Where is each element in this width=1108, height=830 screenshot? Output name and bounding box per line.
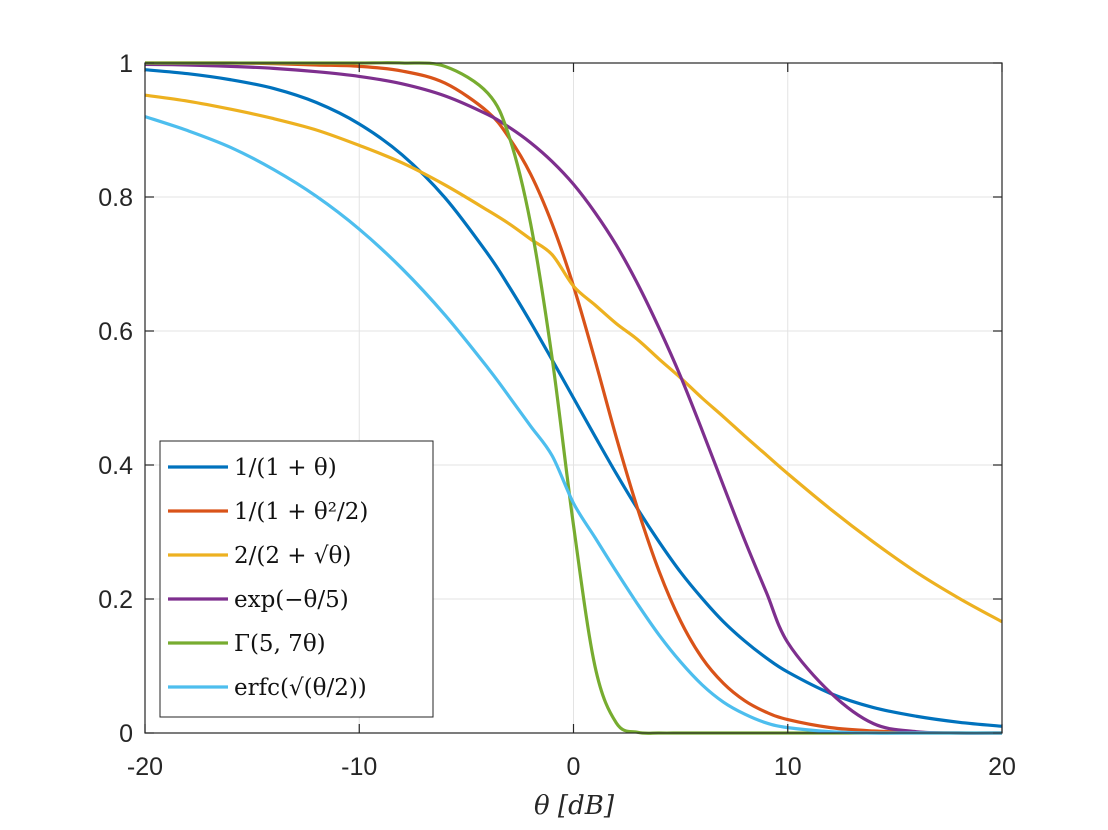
x-axis-title: θ [dB] (534, 791, 615, 821)
series-line-3[interactable] (144, 93, 1003, 624)
axis-ticks: -20 -10 0 10 20 0 0.2 0.4 0.6 0.8 1 (98, 50, 1016, 781)
x-tick-label: 20 (988, 753, 1016, 781)
x-tick-label: 0 (567, 753, 581, 781)
series-line-4[interactable] (144, 62, 1003, 735)
legend-label-4: exp(−θ/5) (234, 587, 349, 613)
x-tick-label: 10 (774, 753, 802, 781)
y-tick-label: 0 (119, 720, 133, 748)
series-line-2[interactable] (145, 61, 1003, 735)
legend-label-1: 1/(1 + θ) (234, 455, 337, 481)
y-tick-label: 0.4 (98, 452, 133, 480)
legend-label-3: 2/(2 + √θ) (234, 543, 351, 569)
y-tick-label: 1 (119, 50, 133, 78)
y-tick-label: 0.8 (98, 184, 133, 212)
legend-label-2: 1/(1 + θ²/2) (234, 499, 368, 525)
legend-label-6: erfc(√(θ/2)) (234, 675, 367, 701)
y-tick-label: 0.2 (98, 586, 133, 614)
legend[interactable]: 1/(1 + θ) 1/(1 + θ²/2) 2/(2 + √θ) exp(−θ/5)… (159, 440, 434, 718)
x-tick-label: -20 (127, 753, 163, 781)
series-line-6[interactable] (144, 115, 1002, 735)
x-tick-label: -10 (341, 753, 377, 781)
legend-label-5: Γ(5, 7θ) (234, 631, 326, 657)
y-tick-label: 0.6 (98, 318, 133, 346)
series-line-1[interactable] (144, 68, 1003, 728)
legend-box (159, 440, 434, 718)
